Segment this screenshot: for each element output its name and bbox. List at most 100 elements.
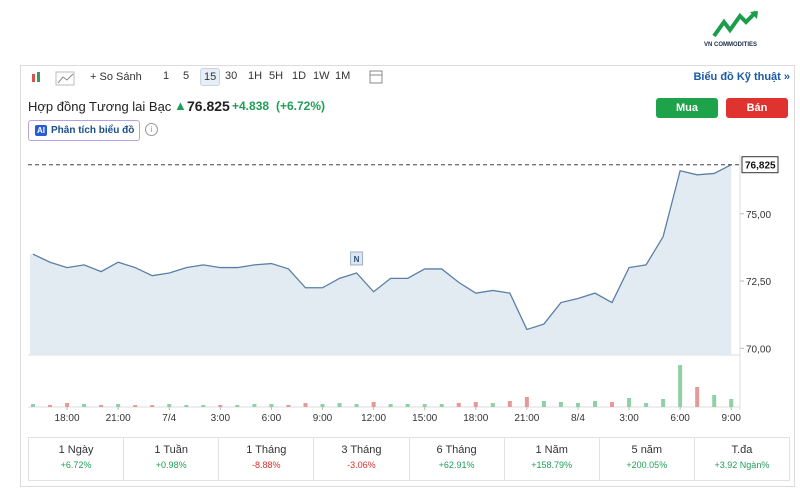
period-label: 1 Năm [535, 444, 568, 456]
volume-bar [218, 405, 223, 407]
last-price-label: 76,825 [745, 161, 776, 172]
volume-bar [320, 404, 325, 407]
period-label: 3 Tháng [341, 444, 382, 456]
volume-bar [337, 403, 342, 407]
volume-bar [286, 405, 291, 407]
interval-button[interactable]: 5H [269, 70, 284, 82]
volume-bar [661, 399, 666, 407]
performance-cell: 6 Tháng +62.91% [410, 438, 505, 480]
price-line [32, 164, 732, 331]
widget [20, 65, 795, 487]
period-label: 1 Tháng [246, 444, 287, 456]
interval-button[interactable]: 15 [200, 68, 221, 86]
x-tick-label: 6:00 [670, 413, 690, 424]
period-change: +200.05% [626, 460, 668, 470]
volume-bar [303, 403, 308, 407]
analysis-label[interactable]: Phân tích biểu đồ [51, 125, 135, 136]
interval-button[interactable]: 1D [292, 70, 307, 82]
x-tick-label: 8/4 [571, 413, 585, 424]
performance-cell: 1 Tuần +0.98% [124, 438, 220, 480]
volume-bar [354, 404, 359, 407]
volume-bar [65, 403, 70, 407]
period-change: +0.98% [155, 460, 187, 470]
period-change: +6.72% [60, 460, 92, 470]
logo-icon [712, 10, 758, 38]
y-tick-label: 75,00 [746, 210, 771, 221]
volume-bar [252, 404, 257, 407]
annotation-flag [350, 251, 364, 266]
volume-bar [201, 405, 206, 407]
volume-bar [456, 403, 461, 407]
x-tick-label: 21:00 [514, 413, 539, 424]
chart-type-icons[interactable] [30, 70, 80, 86]
volume-bar [490, 403, 495, 407]
buy-button[interactable]: Mua [656, 98, 718, 118]
period-change: -3.06% [347, 460, 376, 470]
compare-label[interactable]: So Sánh [99, 71, 142, 83]
volume-bar [422, 404, 427, 407]
volume-bar [541, 401, 546, 407]
volume-bar [82, 404, 87, 407]
y-tick-label: 70,00 [746, 344, 771, 355]
price-change-pct: (+6.72%) [276, 99, 326, 113]
info-icon[interactable]: i [145, 123, 158, 136]
ai-icon[interactable]: AI [35, 125, 47, 136]
volume-bar [558, 402, 563, 407]
volume-bar [133, 405, 138, 407]
period-change: +158.79% [531, 460, 573, 470]
interval-button[interactable]: 5 [183, 70, 190, 82]
x-tick-label: 18:00 [463, 413, 488, 424]
volume-bar [99, 405, 104, 407]
volume-bar [184, 405, 189, 407]
volume-bar [48, 405, 53, 407]
performance-table: 1 Ngày +6.72% 1 Tuần +0.98% 1 Tháng -8.88% 3 T… [28, 437, 790, 481]
price: 76.825 [187, 98, 230, 114]
x-tick-label: 21:00 [106, 413, 131, 424]
chart: Investing.com70,0072,5075,0076,825N18:00… [28, 155, 779, 424]
volume-bar [610, 402, 615, 407]
annotation-label: N [354, 255, 360, 264]
volume-bar [116, 404, 121, 407]
volume-bar [167, 404, 172, 407]
period-change: +62.91% [438, 460, 475, 470]
volume-bar [150, 405, 155, 407]
interval-button[interactable]: 1 [163, 70, 170, 82]
period-label: 6 Tháng [436, 444, 477, 456]
sell-button[interactable]: Bán [726, 98, 788, 118]
analysis-button[interactable]: AI Phân tích biểu đồ [28, 120, 140, 141]
period-change: +3.92 Ngàn% [714, 460, 770, 470]
price-change: +4.838 [232, 99, 270, 113]
volume-bar [592, 401, 597, 407]
performance-cell: 3 Tháng -3.06% [314, 438, 410, 480]
volume-bar [627, 398, 632, 407]
x-tick-label: 3:00 [211, 413, 231, 424]
volume-bar [678, 365, 683, 407]
volume-bar [405, 404, 410, 407]
period-label: 1 Tuần [154, 444, 188, 456]
x-tick-label: 15:00 [412, 413, 437, 424]
x-tick-label: 18:00 [55, 413, 80, 424]
interval-button[interactable]: 1H [248, 70, 263, 82]
interval-button[interactable]: 30 [225, 70, 238, 82]
y-tick-label: 72,50 [746, 277, 771, 288]
calendar-icon[interactable] [368, 69, 384, 85]
interval-button[interactable]: 1M [335, 70, 351, 82]
period-label: 5 năm [631, 444, 663, 456]
volume-bar [712, 395, 717, 407]
volume-bar [524, 397, 529, 407]
interval-button[interactable]: 1W [313, 70, 330, 82]
volume-bar [473, 402, 478, 407]
compare-button[interactable]: + So Sánh [90, 71, 142, 83]
technical-link[interactable]: Biểu đồ Kỹ thuật » [693, 71, 790, 83]
volume-bar [439, 404, 444, 407]
logo-text: VN COMMODITIES [704, 42, 758, 48]
last-price-box [741, 156, 779, 174]
performance-cell: 1 Tháng -8.88% [219, 438, 315, 480]
volume-bar [31, 404, 35, 407]
volume-bar [269, 404, 274, 407]
performance-cell: T.đa +3.92 Ngàn% [695, 438, 789, 480]
instrument-title: Hợp đồng Tương lai Bạc [28, 99, 172, 114]
performance-cell: 1 Ngày +6.72% [29, 438, 125, 480]
performance-cell: 5 năm +200.05% [600, 438, 695, 480]
